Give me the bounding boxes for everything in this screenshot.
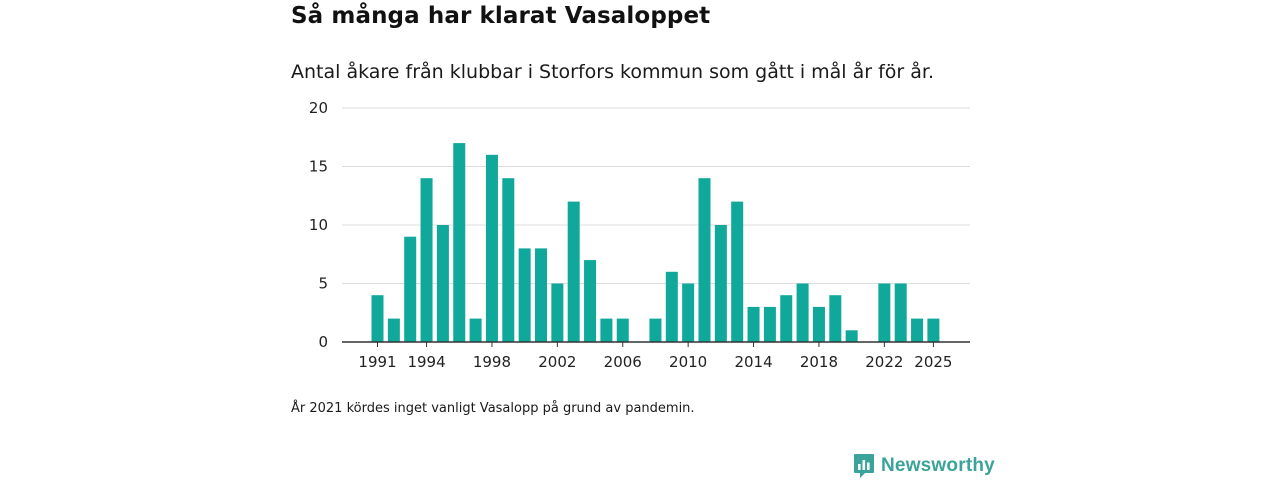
bar-1994	[420, 178, 433, 342]
x-axis: 1991 1994 1998 2002 2006 2010 2014 2018 2022 2025	[342, 341, 970, 371]
bar-1998	[485, 154, 498, 342]
bar-1992	[387, 318, 400, 342]
bar-2024	[911, 318, 924, 342]
x-tick-label: 1998	[473, 353, 511, 371]
bar-2014	[747, 306, 760, 342]
y-tick-label: 5	[318, 275, 328, 293]
y-tick-label: 0	[318, 333, 328, 351]
x-tick-label: 2006	[604, 353, 642, 371]
brand-logo[interactable]: Newsworthy	[853, 453, 995, 479]
x-tick-label: 2018	[800, 353, 838, 371]
x-tick-label: 2025	[914, 353, 952, 371]
bar-2011	[698, 178, 711, 342]
bar-2016	[780, 295, 793, 342]
x-tick-label: 1994	[407, 353, 445, 371]
bar-2010	[682, 283, 695, 342]
bar-2002	[551, 283, 564, 342]
chart-title: Så många har klarat Vasaloppet	[291, 3, 711, 29]
x-tick-label: 2022	[865, 353, 903, 371]
gridlines	[342, 107, 970, 284]
bar-2015	[763, 306, 776, 342]
x-tick-label: 2014	[734, 353, 772, 371]
bar-2013	[731, 201, 744, 342]
bar-1999	[502, 178, 515, 342]
bar-2005	[600, 318, 613, 342]
bar-2017	[796, 283, 809, 342]
x-tick-label: 1991	[358, 353, 396, 371]
bar-1995	[436, 225, 449, 342]
x-tick-label: 2010	[669, 353, 707, 371]
bar-2008	[649, 318, 662, 342]
bar-2000	[518, 248, 531, 342]
bar-2019	[829, 295, 842, 342]
bar-1991	[371, 295, 384, 342]
bar-2003	[567, 201, 580, 342]
bars	[371, 143, 940, 342]
bar-2025	[927, 318, 940, 342]
y-axis: 0 5 10 15 20	[309, 99, 328, 351]
bar-2018	[812, 306, 825, 342]
bar-2004	[584, 260, 597, 342]
y-tick-label: 10	[309, 216, 328, 234]
bar-2006	[616, 318, 629, 342]
bar-1996	[453, 143, 466, 342]
brand-name: Newsworthy	[881, 455, 995, 476]
bar-2022	[878, 283, 891, 342]
bar-2001	[535, 248, 547, 342]
bar-2012	[714, 225, 727, 342]
y-tick-label: 15	[309, 158, 328, 176]
bar-1997	[469, 318, 482, 342]
bar-2009	[665, 271, 678, 342]
bar-1993	[404, 236, 417, 342]
newsworthy-logo-icon	[854, 454, 874, 478]
chart-subtitle: Antal åkare från klubbar i Storfors komm…	[291, 61, 935, 83]
footnote: År 2021 kördes inget vanligt Vasalopp på…	[291, 401, 695, 416]
x-tick-label: 2002	[538, 353, 576, 371]
bar-2023	[894, 283, 907, 342]
y-tick-label: 20	[309, 99, 328, 117]
bar-2020	[845, 330, 858, 342]
bar-chart: 0 5 10 15 20 1991 1994 1998 2002 2006 2010 2014 201…	[309, 99, 970, 371]
